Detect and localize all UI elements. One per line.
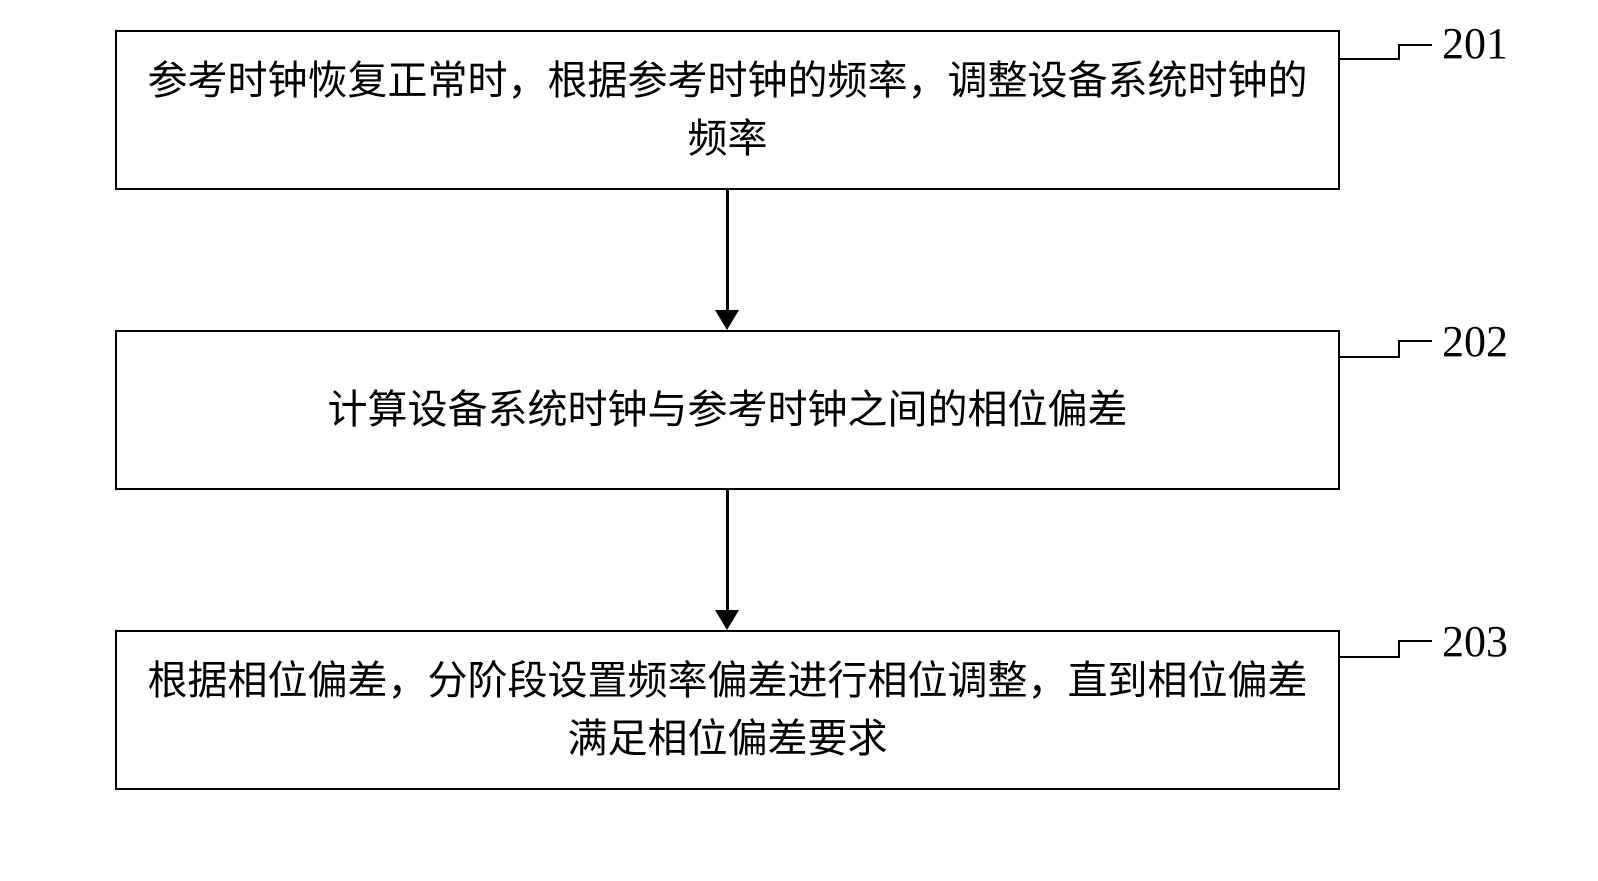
flow-node-203-text: 根据相位偏差，分阶段设置频率偏差进行相位调整，直到相位偏差满足相位偏差要求 xyxy=(137,652,1318,768)
flow-node-202: 计算设备系统时钟与参考时钟之间的相位偏差 xyxy=(115,330,1340,490)
leader-202-h xyxy=(1340,356,1400,358)
leader-203-v xyxy=(1398,640,1400,658)
arrow-2-3-line xyxy=(726,490,729,610)
flowchart-container: 参考时钟恢复正常时，根据参考时钟的频率，调整设备系统时钟的频率 201 计算设备… xyxy=(0,0,1598,881)
flow-label-202: 202 xyxy=(1442,316,1508,367)
flow-node-201: 参考时钟恢复正常时，根据参考时钟的频率，调整设备系统时钟的频率 xyxy=(115,30,1340,190)
leader-201-v xyxy=(1398,44,1400,60)
leader-203-h xyxy=(1340,656,1400,658)
flow-label-203: 203 xyxy=(1442,616,1508,667)
flow-node-201-text: 参考时钟恢复正常时，根据参考时钟的频率，调整设备系统时钟的频率 xyxy=(137,52,1318,168)
leader-203-h2 xyxy=(1398,640,1432,642)
leader-201-h2 xyxy=(1398,44,1432,46)
arrow-1-2-line xyxy=(726,190,729,310)
flow-label-201: 201 xyxy=(1442,18,1508,69)
flow-node-202-text: 计算设备系统时钟与参考时钟之间的相位偏差 xyxy=(137,381,1318,439)
leader-202-v xyxy=(1398,340,1400,358)
arrow-2-3-head xyxy=(715,610,739,630)
leader-202-h2 xyxy=(1398,340,1432,342)
flow-node-203: 根据相位偏差，分阶段设置频率偏差进行相位调整，直到相位偏差满足相位偏差要求 xyxy=(115,630,1340,790)
leader-201-h xyxy=(1340,58,1400,60)
arrow-1-2-head xyxy=(715,310,739,330)
